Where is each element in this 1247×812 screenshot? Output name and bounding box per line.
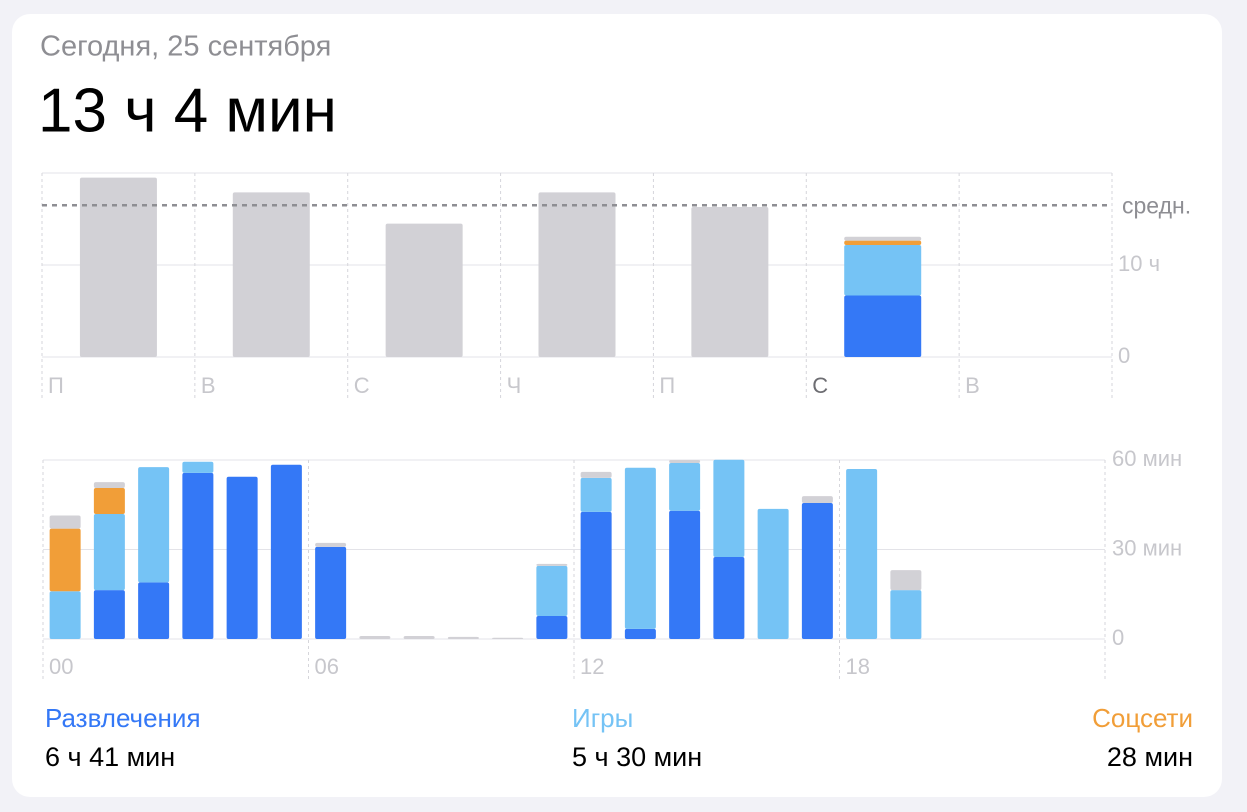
bar-segment (385, 223, 463, 357)
bar-segment (890, 590, 922, 639)
bar-segment (844, 236, 922, 241)
bar-segment (232, 192, 310, 357)
bar-segment (93, 590, 125, 639)
bar-segment (79, 177, 157, 357)
bar-segment (49, 528, 81, 592)
bar-segment (691, 207, 769, 357)
bar-segment (403, 636, 435, 639)
x-tick-label: С (354, 373, 370, 398)
bar-segment (624, 628, 656, 639)
x-tick-label: В (201, 373, 216, 398)
y-tick-label: 0 (1118, 343, 1130, 368)
bar-segment (713, 556, 745, 639)
x-tick-label: Ч (507, 373, 522, 398)
legend-label: Развлечения (45, 703, 201, 733)
legend-value: 6 ч 41 мин (45, 742, 175, 772)
bar-segment (538, 192, 616, 357)
bar-segment (713, 459, 745, 557)
y-tick-label: 30 мин (1112, 535, 1182, 560)
bar-segment (93, 488, 125, 514)
bar-segment (846, 468, 878, 639)
bar-segment (182, 472, 214, 639)
x-tick-label: С (812, 373, 828, 398)
legend-label: Соцсети (1092, 703, 1193, 733)
bar-segment (669, 460, 701, 463)
bar-segment (447, 636, 479, 639)
legend-value: 5 ч 30 мин (572, 742, 702, 772)
total-time: 13 ч 4 мин (38, 76, 337, 145)
bar-segment (669, 462, 701, 511)
bar-segment (580, 511, 612, 639)
bar-segment (315, 546, 347, 639)
bar-segment (536, 616, 568, 639)
card (12, 14, 1222, 797)
bar-segment (138, 582, 170, 639)
date: Сегодня, 25 сентября (40, 31, 331, 63)
x-tick-label: 00 (49, 654, 73, 679)
y-tick-label: 0 (1112, 625, 1124, 650)
bar-segment (182, 461, 214, 473)
y-tick-label: 10 ч (1118, 251, 1160, 276)
bar-segment (138, 467, 170, 583)
bar-segment (580, 471, 612, 478)
x-tick-label: 06 (315, 654, 339, 679)
bar-segment (93, 482, 125, 489)
bar-segment (93, 513, 125, 591)
x-tick-label: 18 (846, 654, 870, 679)
x-tick-label: В (965, 373, 980, 398)
x-tick-label: 12 (580, 654, 604, 679)
bar-segment (844, 244, 922, 296)
bar-segment (270, 464, 302, 639)
legend-label: Игры (572, 703, 633, 733)
bar-segment (624, 467, 656, 629)
bar-segment (757, 508, 789, 639)
bar-segment (226, 476, 258, 639)
x-tick-label: П (659, 373, 675, 398)
bar-segment (801, 496, 833, 503)
bar-segment (844, 240, 922, 245)
bar-segment (669, 510, 701, 639)
bar-segment (49, 591, 81, 639)
bar-segment (890, 570, 922, 591)
bar-segment (580, 477, 612, 512)
bar-segment (801, 502, 833, 639)
bar-segment (49, 515, 81, 529)
legend-value: 28 мин (1107, 742, 1193, 772)
average-label: средн. (1122, 192, 1191, 218)
bar-segment (536, 563, 568, 566)
bar-segment (492, 637, 524, 639)
bar-segment (844, 295, 922, 357)
x-tick-label: П (48, 373, 64, 398)
bar-segment (359, 636, 391, 639)
bar-segment (536, 565, 568, 617)
y-tick-label: 60 мин (1112, 446, 1182, 471)
bar-segment (315, 542, 347, 547)
